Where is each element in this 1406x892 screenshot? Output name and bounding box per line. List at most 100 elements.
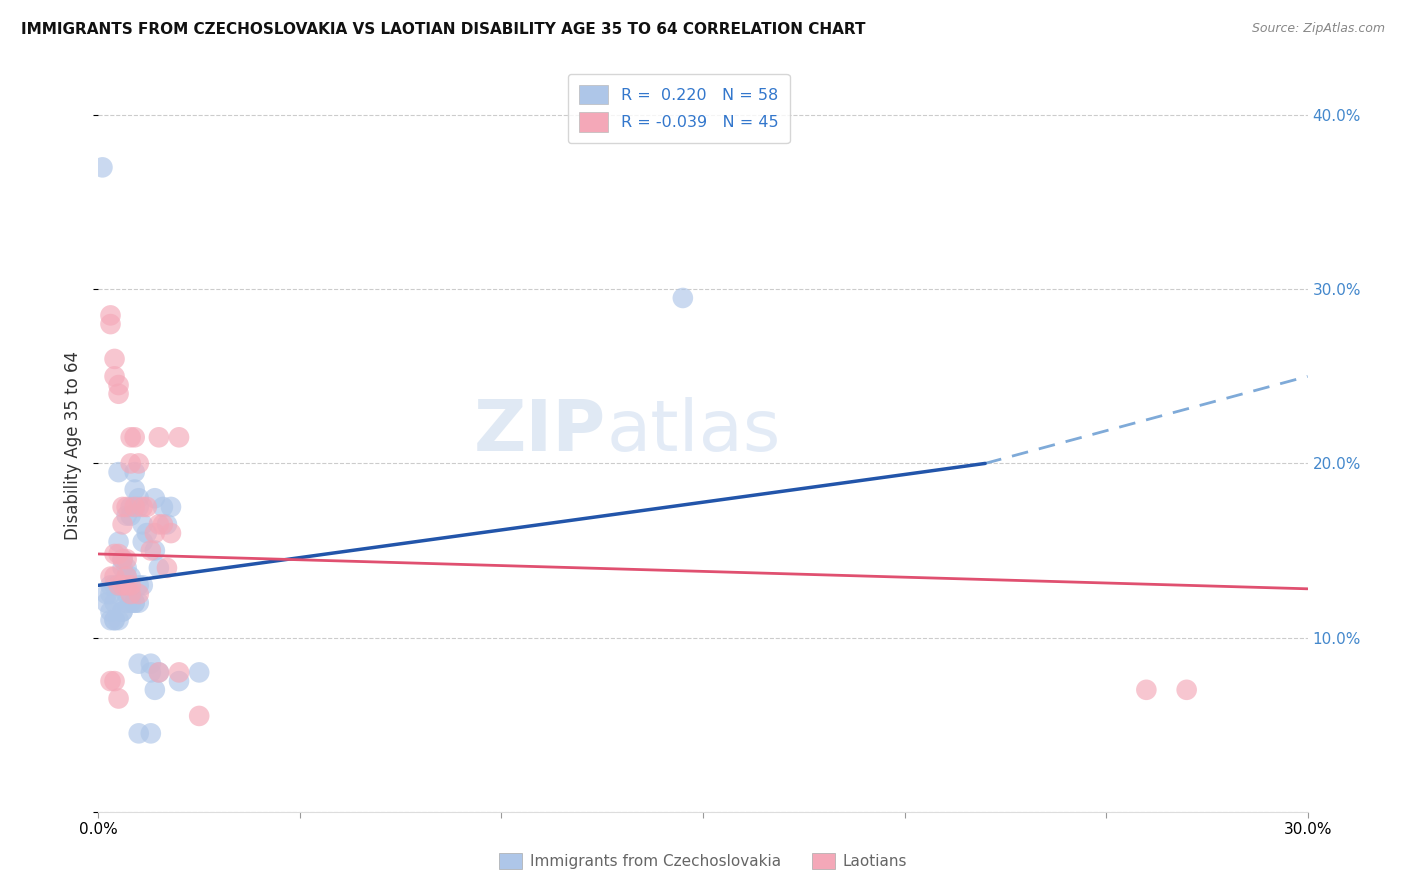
Point xyxy=(128,578,150,592)
Point xyxy=(188,665,211,680)
Point xyxy=(132,500,155,514)
Point xyxy=(107,613,129,627)
Point xyxy=(1175,682,1198,697)
Point xyxy=(148,665,170,680)
Point xyxy=(115,569,138,583)
Point xyxy=(135,500,157,514)
Point xyxy=(128,596,150,610)
Text: IMMIGRANTS FROM CZECHOSLOVAKIA VS LAOTIAN DISABILITY AGE 35 TO 64 CORRELATION CH: IMMIGRANTS FROM CZECHOSLOVAKIA VS LAOTIA… xyxy=(21,22,866,37)
Point xyxy=(107,534,129,549)
Point xyxy=(111,552,134,566)
Point xyxy=(100,613,122,627)
Point xyxy=(124,596,146,610)
Point xyxy=(100,587,122,601)
Point xyxy=(135,526,157,541)
Point xyxy=(100,578,122,592)
Point xyxy=(100,309,122,323)
Point xyxy=(115,508,138,523)
Point xyxy=(160,500,183,514)
Point xyxy=(124,483,146,497)
Point xyxy=(111,578,134,592)
Point xyxy=(103,578,125,592)
Point xyxy=(132,517,155,532)
Point xyxy=(167,430,190,444)
Point xyxy=(128,587,150,601)
Point xyxy=(124,500,146,514)
Point xyxy=(111,604,134,618)
Point xyxy=(100,604,122,618)
Point xyxy=(103,569,125,583)
Point xyxy=(111,552,134,566)
Point xyxy=(139,726,162,740)
Point xyxy=(167,674,190,689)
Point xyxy=(115,500,138,514)
Point xyxy=(120,457,142,471)
Point xyxy=(139,665,162,680)
Point xyxy=(115,596,138,610)
Point xyxy=(107,578,129,592)
Point xyxy=(103,547,125,561)
Point xyxy=(160,526,183,541)
Point xyxy=(128,500,150,514)
Point xyxy=(139,543,162,558)
Point xyxy=(115,552,138,566)
Point xyxy=(156,517,179,532)
Point xyxy=(139,657,162,671)
Point xyxy=(111,561,134,575)
Point xyxy=(107,378,129,392)
Point xyxy=(167,665,190,680)
Point xyxy=(103,596,125,610)
Point xyxy=(152,517,174,532)
Text: Source: ZipAtlas.com: Source: ZipAtlas.com xyxy=(1251,22,1385,36)
Point xyxy=(124,430,146,444)
Point xyxy=(124,465,146,479)
Point xyxy=(120,569,142,583)
Point xyxy=(115,561,138,575)
Point xyxy=(103,674,125,689)
Point xyxy=(115,587,138,601)
Text: atlas: atlas xyxy=(606,397,780,466)
Point xyxy=(107,691,129,706)
Point xyxy=(107,465,129,479)
Point xyxy=(672,291,695,305)
Point xyxy=(128,657,150,671)
Text: ZIP: ZIP xyxy=(474,397,606,466)
Point xyxy=(107,386,129,401)
Point xyxy=(128,726,150,740)
Point xyxy=(103,351,125,366)
Point xyxy=(111,500,134,514)
Point xyxy=(188,709,211,723)
Point xyxy=(107,547,129,561)
Point xyxy=(132,534,155,549)
Point xyxy=(91,161,114,175)
Point xyxy=(143,682,166,697)
Point xyxy=(100,674,122,689)
Legend: Immigrants from Czechoslovakia, Laotians: Immigrants from Czechoslovakia, Laotians xyxy=(494,847,912,875)
Point xyxy=(128,491,150,506)
Point xyxy=(148,430,170,444)
Point xyxy=(156,561,179,575)
Point xyxy=(96,587,118,601)
Point xyxy=(96,596,118,610)
Point xyxy=(115,578,138,592)
Point xyxy=(128,457,150,471)
Point xyxy=(120,500,142,514)
Point xyxy=(148,517,170,532)
Y-axis label: Disability Age 35 to 64: Disability Age 35 to 64 xyxy=(65,351,83,541)
Point xyxy=(152,500,174,514)
Point xyxy=(111,517,134,532)
Point xyxy=(143,491,166,506)
Legend: R =  0.220   N = 58, R = -0.039   N = 45: R = 0.220 N = 58, R = -0.039 N = 45 xyxy=(568,74,790,143)
Point xyxy=(111,604,134,618)
Point xyxy=(100,317,122,331)
Point xyxy=(103,369,125,384)
Point xyxy=(148,665,170,680)
Point xyxy=(107,578,129,592)
Point xyxy=(103,613,125,627)
Point xyxy=(120,587,142,601)
Point xyxy=(120,508,142,523)
Point xyxy=(115,569,138,583)
Point xyxy=(120,596,142,610)
Point xyxy=(143,526,166,541)
Point xyxy=(107,578,129,592)
